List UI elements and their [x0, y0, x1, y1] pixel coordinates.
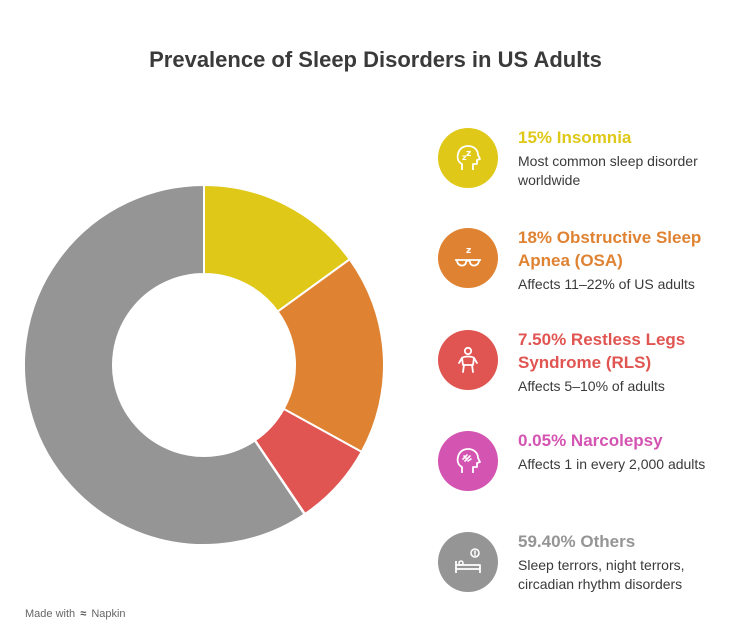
bed-alert-icon — [455, 548, 481, 573]
legend-title: 15% Insomnia — [518, 128, 632, 147]
chart-title: Prevalence of Sleep Disorders in US Adul… — [149, 47, 602, 72]
napkin-logo-icon: ≈ — [80, 608, 87, 620]
legend-title: 7.50% Restless Legs Syndrome (RLS) — [518, 330, 686, 372]
legend-desc: Affects 5–10% of adults — [518, 378, 665, 394]
sleep-mask-icon: z — [455, 246, 481, 267]
legend-desc: Sleep terrors, night terrors, circadian … — [518, 557, 685, 592]
svg-text:z: z — [466, 246, 471, 256]
made-with-label: Made with — [25, 608, 76, 620]
legend-circle — [438, 431, 498, 491]
legend-circle — [438, 532, 498, 592]
svg-text:z: z — [462, 153, 467, 162]
donut-slice-others — [23, 183, 306, 546]
donut-chart — [23, 183, 385, 546]
person-restless-icon — [458, 346, 478, 373]
legend-title: 59.40% Others — [518, 532, 636, 551]
footer-attribution: Made with ≈ Napkin — [25, 608, 126, 620]
donut-slice-obstructive-sleep-apnea-osa — [276, 257, 385, 454]
legend-circle — [438, 330, 498, 390]
legend-title: 0.05% Narcolepsy — [518, 431, 663, 450]
legend-circle: z z — [438, 128, 498, 188]
donut-slice-insomnia — [203, 183, 352, 313]
svg-text:z: z — [466, 149, 471, 159]
legend-title: 18% Obstructive Sleep Apnea (OSA) — [518, 228, 702, 270]
head-sleep-icon: z z — [456, 145, 481, 170]
legend-desc: Affects 1 in every 2,000 adults — [518, 456, 706, 472]
head-brain-icon — [456, 448, 481, 473]
legend-circle: z — [438, 228, 498, 288]
legend-desc: Most common sleep disorder worldwide — [518, 153, 698, 188]
legend-desc: Affects 11–22% of US adults — [518, 276, 695, 292]
napkin-brand-label: Napkin — [91, 608, 126, 620]
